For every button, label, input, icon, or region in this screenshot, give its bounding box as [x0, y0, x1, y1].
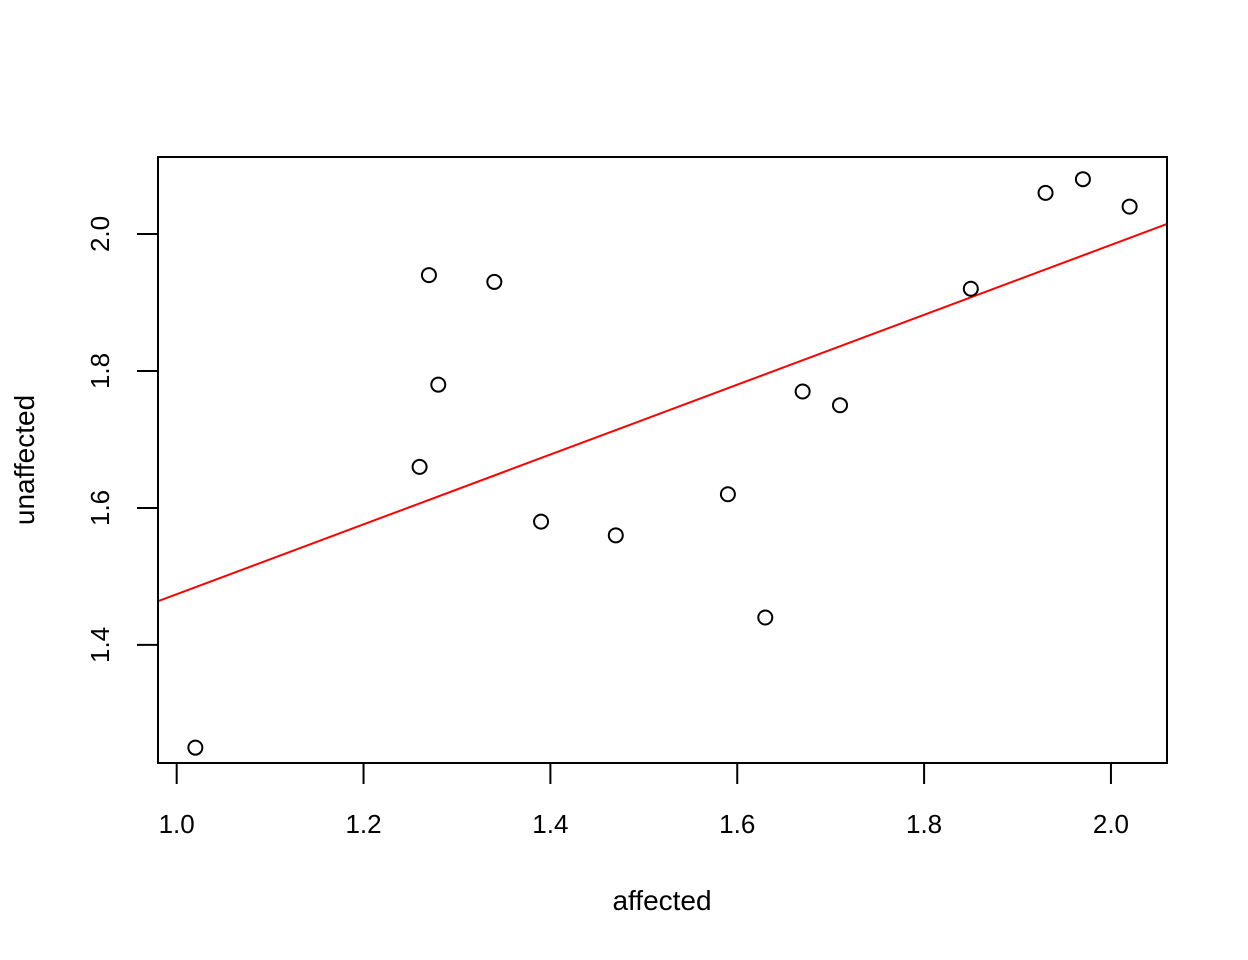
data-point [794, 383, 811, 400]
data-point [486, 273, 503, 290]
x-tick-label: 2.0 [1093, 809, 1129, 839]
plot-frame [157, 156, 1168, 764]
y-axis-title: unaffected [9, 395, 40, 525]
data-point [411, 458, 428, 475]
y-tick-label: 1.8 [85, 353, 115, 389]
data-point [1074, 171, 1091, 188]
data-point [832, 397, 849, 414]
x-tick-label: 1.0 [159, 809, 195, 839]
fit-line-layer [158, 223, 1167, 603]
data-point [719, 486, 736, 503]
data-point [757, 609, 774, 626]
data-point [430, 376, 447, 393]
x-axis-title: affected [612, 885, 711, 916]
points-layer [187, 171, 1138, 756]
y-tick-label: 1.6 [85, 490, 115, 526]
data-point [1037, 184, 1054, 201]
x-tick-label: 1.6 [719, 809, 755, 839]
x-axis: 1.0 1.2 1.4 1.6 1.8 2.0 [159, 762, 1129, 839]
data-point [1121, 198, 1138, 215]
data-point [533, 513, 550, 530]
x-tick-label: 1.8 [906, 809, 942, 839]
regression-line [158, 223, 1167, 603]
y-tick-label: 2.0 [85, 216, 115, 252]
data-point [187, 739, 204, 756]
x-tick-label: 1.4 [532, 809, 568, 839]
x-tick-label: 1.2 [345, 809, 381, 839]
data-point [962, 280, 979, 297]
y-tick-label: 1.4 [85, 627, 115, 663]
y-axis: 1.4 1.6 1.8 2.0 [85, 216, 159, 663]
data-point [607, 527, 624, 544]
data-point [420, 267, 437, 284]
